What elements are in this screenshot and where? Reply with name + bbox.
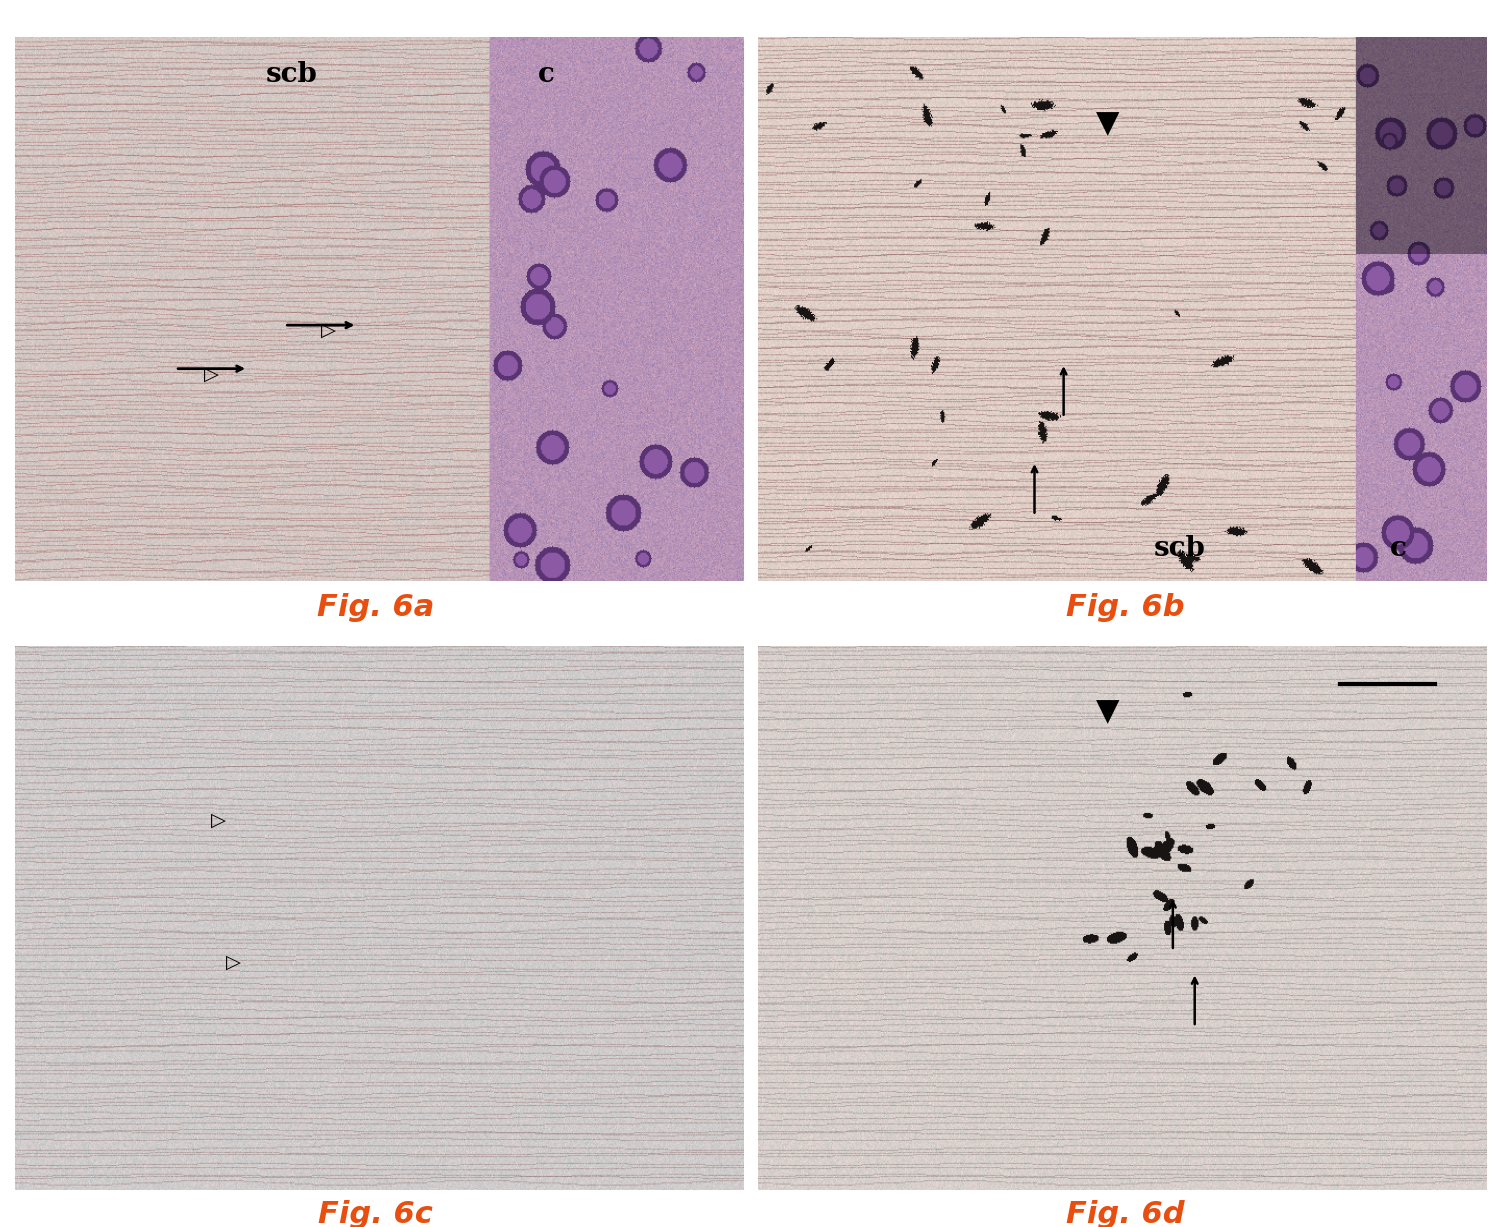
- Text: ▷: ▷: [204, 364, 219, 384]
- Text: Fig. 6a: Fig. 6a: [317, 593, 434, 622]
- Text: Fig. 6b: Fig. 6b: [1066, 593, 1186, 622]
- Text: ▼: ▼: [1096, 697, 1120, 726]
- Text: scb: scb: [266, 61, 318, 88]
- Text: c: c: [539, 61, 555, 88]
- Text: c: c: [1390, 535, 1406, 562]
- Text: Fig. 6d: Fig. 6d: [1066, 1200, 1186, 1227]
- Text: scb: scb: [1154, 535, 1207, 562]
- Text: ▷: ▷: [212, 811, 227, 829]
- Text: Fig. 6c: Fig. 6c: [318, 1200, 432, 1227]
- Text: ▼: ▼: [1096, 109, 1120, 139]
- Text: ▷: ▷: [227, 952, 242, 972]
- Text: ▷: ▷: [321, 321, 336, 340]
